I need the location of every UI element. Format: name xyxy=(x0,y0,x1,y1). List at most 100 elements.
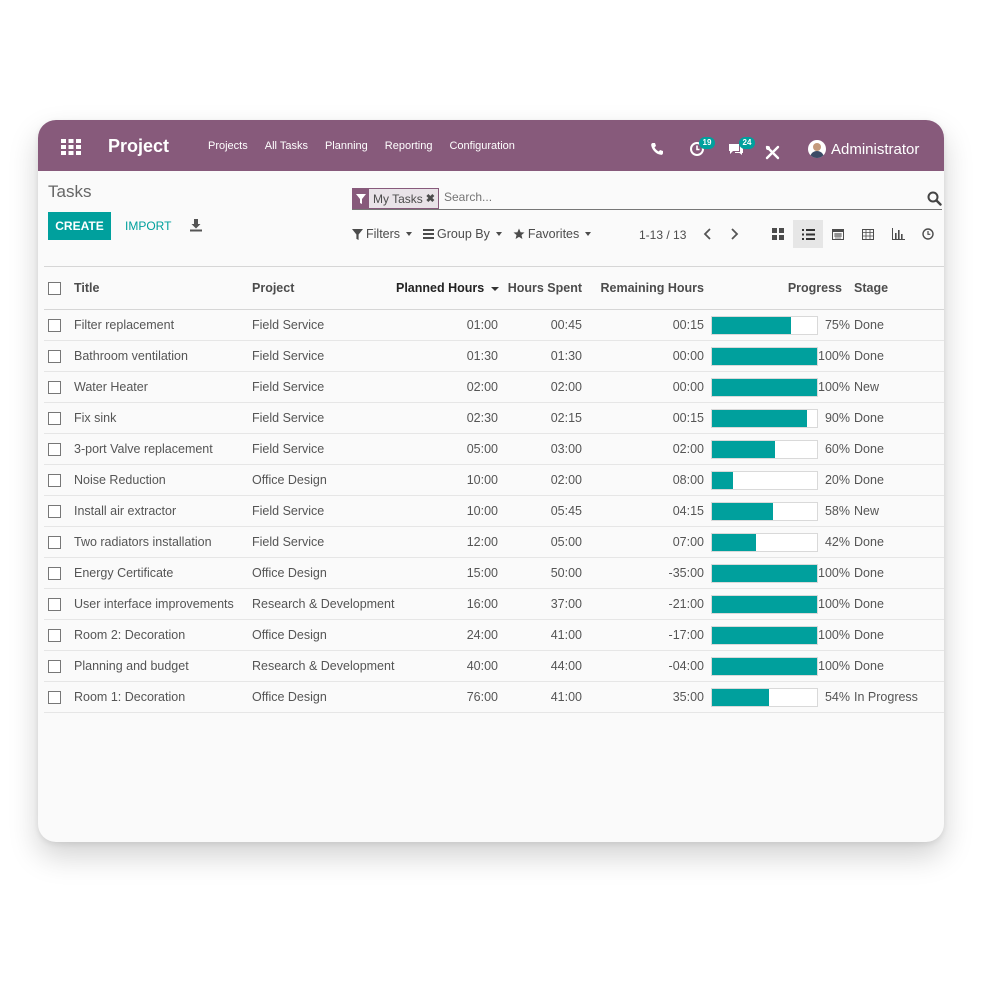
calendar-view-icon[interactable] xyxy=(823,220,853,248)
hours-spent-cell: 02:00 xyxy=(498,371,582,403)
search-input[interactable] xyxy=(444,188,914,206)
table-row[interactable]: Room 1: Decoration Office Design 76:00 4… xyxy=(44,681,944,713)
create-button[interactable]: CREATE xyxy=(48,212,111,240)
apps-grid-icon[interactable] xyxy=(61,139,81,155)
activity-view-icon[interactable] xyxy=(913,220,943,248)
hours-spent-cell: 00:45 xyxy=(498,309,582,341)
table-row[interactable]: Install air extractor Field Service 10:0… xyxy=(44,495,944,527)
table-row[interactable]: Filter replacement Field Service 01:00 0… xyxy=(44,309,944,341)
column-header-progress[interactable]: Progress xyxy=(704,267,855,310)
table-row[interactable]: Two radiators installation Field Service… xyxy=(44,526,944,558)
pager-total: 13 xyxy=(673,228,687,242)
task-title[interactable]: Two radiators installation xyxy=(74,526,252,558)
task-title[interactable]: Noise Reduction xyxy=(74,464,252,496)
column-header-title[interactable]: Title xyxy=(74,267,252,310)
menu-item-all-tasks[interactable]: All Tasks xyxy=(264,140,308,152)
pivot-view-icon[interactable] xyxy=(853,220,883,248)
column-header-stage[interactable]: Stage xyxy=(854,267,944,310)
progress-bar xyxy=(711,594,818,614)
planned-hours-cell: 24:00 xyxy=(396,619,498,651)
remaining-hours-cell: 00:00 xyxy=(582,340,704,372)
search-icon[interactable] xyxy=(927,191,942,206)
search-facet[interactable]: My Tasks ✖ xyxy=(352,188,440,209)
task-title[interactable]: Room 1: Decoration xyxy=(74,681,252,713)
task-project: Field Service xyxy=(252,371,396,403)
task-title[interactable]: Room 2: Decoration xyxy=(74,619,252,651)
task-stage: Done xyxy=(854,619,944,651)
row-checkbox[interactable] xyxy=(48,598,61,612)
groupby-dropdown[interactable]: Group By xyxy=(423,227,502,241)
app-brand[interactable]: Project xyxy=(108,136,170,156)
filters-dropdown[interactable]: Filters xyxy=(352,227,413,241)
row-checkbox[interactable] xyxy=(48,381,61,395)
table-row[interactable]: 3-port Valve replacement Field Service 0… xyxy=(44,433,944,465)
favorites-label: Favorites xyxy=(527,227,580,241)
pager-previous-icon[interactable] xyxy=(702,227,714,241)
table-row[interactable]: User interface improvements Research & D… xyxy=(44,588,944,620)
row-checkbox[interactable] xyxy=(48,350,61,364)
progress-bar xyxy=(711,501,818,521)
message-count-badge: 24 xyxy=(739,137,755,149)
table-row[interactable]: Fix sink Field Service 02:30 02:15 00:15… xyxy=(44,402,944,434)
column-header-remaining-hours[interactable]: Remaining Hours xyxy=(582,267,704,310)
phone-icon[interactable] xyxy=(650,142,668,158)
row-checkbox[interactable] xyxy=(48,474,61,488)
pager-value[interactable]: 1-13 xyxy=(639,228,664,242)
select-all-checkbox[interactable] xyxy=(48,282,61,296)
row-checkbox[interactable] xyxy=(48,412,61,426)
hours-spent-cell: 44:00 xyxy=(498,650,582,682)
task-title[interactable]: Install air extractor xyxy=(74,495,252,527)
hours-spent-cell: 02:15 xyxy=(498,402,582,434)
debug-tools-icon[interactable] xyxy=(765,145,783,161)
import-button[interactable]: IMPORT xyxy=(125,219,172,233)
column-header-project[interactable]: Project xyxy=(252,267,396,310)
progress-bar-fill xyxy=(712,347,817,365)
menu-item-projects[interactable]: Projects xyxy=(208,140,248,152)
menu-item-planning[interactable]: Planning xyxy=(324,140,368,152)
task-title[interactable]: Water Heater xyxy=(74,371,252,403)
task-title[interactable]: Bathroom ventilation xyxy=(74,340,252,372)
menu-item-reporting[interactable]: Reporting xyxy=(384,140,433,152)
table-row[interactable]: Room 2: Decoration Office Design 24:00 4… xyxy=(44,619,944,651)
task-rows: Filter replacement Field Service 01:00 0… xyxy=(44,309,944,713)
column-header-hours-spent[interactable]: Hours Spent xyxy=(498,267,582,310)
task-title[interactable]: Energy Certificate xyxy=(74,557,252,589)
table-row[interactable]: Noise Reduction Office Design 10:00 02:0… xyxy=(44,464,944,496)
task-title[interactable]: Planning and budget xyxy=(74,650,252,682)
row-checkbox[interactable] xyxy=(48,319,61,333)
download-icon[interactable] xyxy=(189,218,203,232)
task-title[interactable]: 3-port Valve replacement xyxy=(74,433,252,465)
task-title[interactable]: Filter replacement xyxy=(74,309,252,341)
graph-view-icon[interactable] xyxy=(883,220,913,248)
row-checkbox[interactable] xyxy=(48,536,61,550)
row-checkbox[interactable] xyxy=(48,505,61,519)
planned-hours-cell: 05:00 xyxy=(396,433,498,465)
pager-next-icon[interactable] xyxy=(728,227,740,241)
menu-item-configuration[interactable]: Configuration xyxy=(449,140,515,152)
column-header-planned-hours[interactable]: Planned Hours xyxy=(396,267,500,310)
row-checkbox[interactable] xyxy=(48,660,61,674)
row-checkbox[interactable] xyxy=(48,443,61,457)
chat-icon[interactable]: 24 xyxy=(727,137,755,157)
task-title[interactable]: Fix sink xyxy=(74,402,252,434)
table-row[interactable]: Energy Certificate Office Design 15:00 5… xyxy=(44,557,944,589)
task-title[interactable]: User interface improvements xyxy=(74,588,252,620)
row-checkbox[interactable] xyxy=(48,691,61,705)
progress-bar-fill xyxy=(712,316,791,334)
row-checkbox[interactable] xyxy=(48,629,61,643)
remaining-hours-cell: 07:00 xyxy=(582,526,704,558)
row-checkbox[interactable] xyxy=(48,567,61,581)
progress-bar-fill xyxy=(712,378,817,396)
kanban-view-icon[interactable] xyxy=(763,220,793,248)
facet-remove-icon[interactable]: ✖ xyxy=(425,193,436,205)
list-view-icon[interactable] xyxy=(793,220,823,248)
hours-spent-cell: 05:45 xyxy=(498,495,582,527)
table-row[interactable]: Water Heater Field Service 02:00 02:00 0… xyxy=(44,371,944,403)
user-menu[interactable]: Administrator xyxy=(808,140,919,158)
table-row[interactable]: Planning and budget Research & Developme… xyxy=(44,650,944,682)
hours-spent-cell: 41:00 xyxy=(498,681,582,713)
favorites-dropdown[interactable]: Favorites xyxy=(513,227,592,241)
table-row[interactable]: Bathroom ventilation Field Service 01:30… xyxy=(44,340,944,372)
activity-clock-icon[interactable]: 19 xyxy=(689,137,715,157)
pager[interactable]: 1-13 / 13 xyxy=(639,228,687,242)
